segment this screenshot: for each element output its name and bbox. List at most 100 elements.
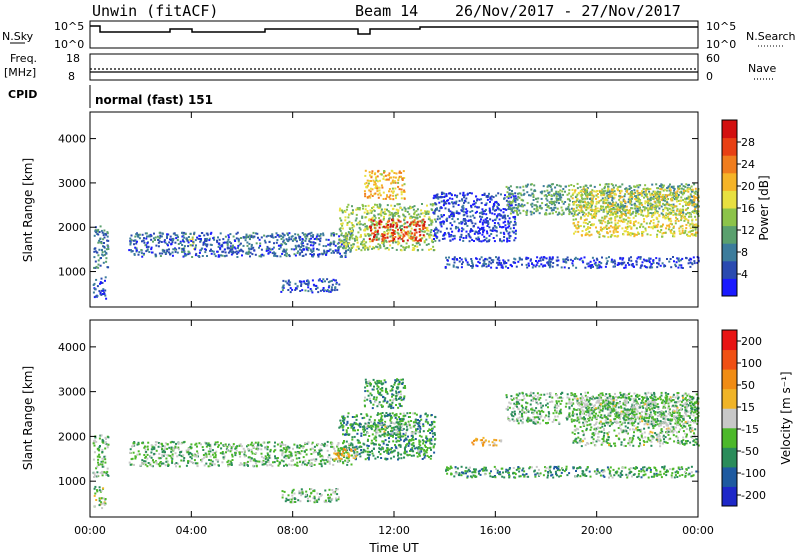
power-cell bbox=[626, 227, 629, 230]
power-cell bbox=[637, 232, 640, 235]
power-cell bbox=[585, 202, 588, 205]
power-cell bbox=[550, 207, 553, 210]
power-cell bbox=[426, 204, 428, 207]
power-cell bbox=[655, 217, 658, 220]
power-cell bbox=[495, 230, 498, 233]
power-cell bbox=[303, 280, 305, 283]
power-cell bbox=[394, 241, 397, 244]
power-cell bbox=[515, 265, 518, 268]
power-cell bbox=[433, 194, 436, 197]
power-cell bbox=[474, 230, 477, 233]
power-ytick-label: 2000 bbox=[58, 221, 86, 234]
power-cell bbox=[435, 237, 438, 240]
power-cell bbox=[587, 201, 590, 204]
power-cell bbox=[368, 245, 371, 248]
power-cell bbox=[680, 183, 683, 186]
power-cell bbox=[468, 235, 471, 238]
power-cell bbox=[621, 195, 624, 198]
velocity-cell bbox=[159, 442, 162, 445]
power-cell bbox=[442, 234, 445, 237]
power-cell bbox=[656, 210, 659, 213]
power-cell bbox=[649, 199, 652, 202]
power-cell bbox=[380, 220, 383, 223]
power-cell bbox=[656, 262, 658, 265]
power-cell bbox=[380, 184, 383, 187]
power-cell bbox=[603, 215, 606, 218]
power-cell bbox=[590, 213, 592, 216]
power-cell bbox=[146, 235, 148, 238]
power-cell bbox=[236, 256, 239, 258]
power-cell bbox=[632, 211, 634, 214]
power-cell bbox=[198, 251, 201, 254]
velocity-cell bbox=[266, 441, 269, 444]
power-cell bbox=[193, 232, 196, 235]
power-cell bbox=[418, 243, 421, 246]
power-cell bbox=[658, 230, 661, 233]
power-cell bbox=[428, 224, 431, 227]
power-cell bbox=[609, 225, 612, 228]
power-cell bbox=[677, 194, 680, 196]
power-cell bbox=[668, 219, 671, 222]
power-cell bbox=[329, 244, 332, 247]
power-cell bbox=[314, 242, 317, 244]
power-cell bbox=[235, 232, 238, 235]
power-cell bbox=[374, 177, 377, 180]
power-cell bbox=[531, 266, 534, 269]
power-cell bbox=[684, 197, 687, 200]
power-cell bbox=[397, 185, 400, 188]
power-cell bbox=[195, 244, 197, 247]
power-cell bbox=[106, 231, 109, 234]
power-cell bbox=[384, 178, 387, 181]
velocity-cell bbox=[283, 464, 285, 467]
power-cell bbox=[644, 191, 647, 194]
power-cell bbox=[419, 215, 421, 218]
freq-tick-bottom: 8 bbox=[68, 70, 75, 83]
power-cell bbox=[469, 230, 472, 233]
power-cell bbox=[480, 256, 483, 259]
power-cell bbox=[596, 207, 599, 210]
power-cell bbox=[615, 228, 618, 231]
power-cell bbox=[522, 185, 525, 188]
velocity-cell bbox=[155, 449, 158, 452]
power-cell bbox=[490, 259, 493, 262]
power-cell bbox=[647, 213, 650, 216]
power-cell bbox=[502, 214, 505, 217]
power-cell bbox=[601, 256, 603, 259]
cpid-label: CPID bbox=[8, 88, 37, 101]
power-cell bbox=[693, 211, 696, 214]
power-cell bbox=[453, 234, 456, 237]
power-cell bbox=[694, 187, 697, 190]
power-cell bbox=[432, 245, 435, 248]
power-cell bbox=[136, 233, 139, 236]
velocity-cell bbox=[239, 462, 242, 465]
power-cell bbox=[455, 200, 458, 203]
power-cell bbox=[460, 258, 463, 261]
power-cell bbox=[550, 183, 553, 186]
power-cell bbox=[247, 252, 250, 255]
power-cell bbox=[403, 206, 406, 209]
power-cell bbox=[443, 196, 446, 198]
power-cell bbox=[623, 230, 626, 233]
power-cell bbox=[508, 239, 511, 242]
velocity-cell bbox=[326, 440, 329, 443]
power-cell bbox=[639, 199, 642, 202]
power-cell bbox=[469, 219, 472, 221]
power-cell bbox=[102, 261, 105, 264]
power-cell bbox=[411, 206, 414, 209]
velocity-cell bbox=[285, 446, 288, 449]
power-cell bbox=[237, 244, 240, 247]
power-cell bbox=[663, 196, 666, 199]
power-cell bbox=[650, 226, 653, 229]
power-cell bbox=[106, 232, 109, 235]
power-cell bbox=[628, 192, 631, 195]
power-cell bbox=[371, 240, 374, 243]
power-cell bbox=[638, 192, 641, 195]
velocity-cell bbox=[310, 463, 313, 466]
power-cell bbox=[615, 226, 618, 229]
power-cell bbox=[519, 186, 522, 189]
power-cell bbox=[313, 253, 315, 256]
velocity-cell bbox=[169, 454, 172, 457]
power-cell bbox=[246, 235, 249, 238]
power-cell bbox=[255, 242, 258, 245]
